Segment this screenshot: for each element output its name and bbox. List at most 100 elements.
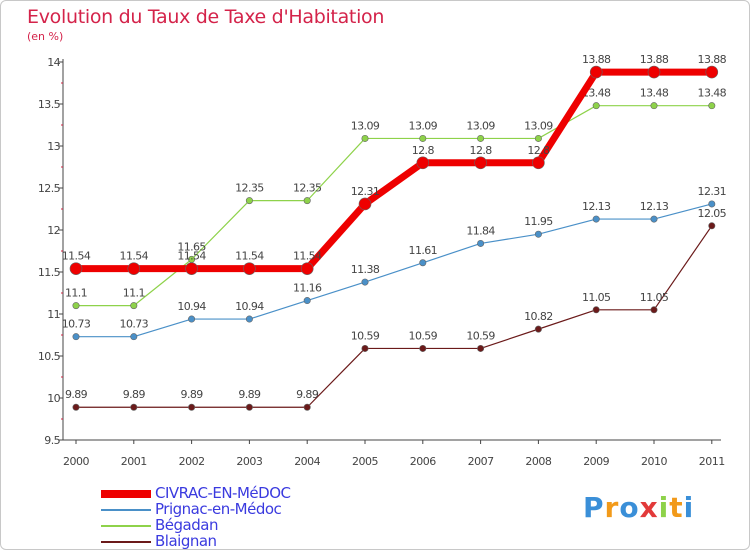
y-tick-label: 13 bbox=[47, 140, 60, 153]
data-label: 10.73 bbox=[120, 318, 149, 331]
legend-label: Blaignan bbox=[155, 532, 217, 550]
data-label: 13.88 bbox=[698, 53, 727, 66]
x-tick-label: 2000 bbox=[63, 455, 89, 468]
x-tick-label: 2008 bbox=[525, 455, 551, 468]
x-tick-label: 2002 bbox=[179, 455, 205, 468]
data-point bbox=[245, 315, 253, 323]
y-tick-label: 14 bbox=[47, 56, 60, 69]
data-point bbox=[130, 403, 138, 411]
data-point bbox=[69, 262, 83, 275]
data-label: 11.16 bbox=[293, 282, 322, 295]
data-point bbox=[72, 333, 80, 341]
data-point bbox=[416, 156, 430, 170]
data-label: 10.59 bbox=[409, 329, 438, 342]
data-label: 11.1 bbox=[65, 287, 87, 300]
data-label: 11.61 bbox=[409, 244, 438, 257]
data-point bbox=[130, 333, 138, 341]
y-tick-label: 9.5 bbox=[44, 434, 60, 447]
data-point bbox=[705, 65, 719, 79]
data-label: 12.8 bbox=[527, 144, 550, 157]
data-label: 11.65 bbox=[177, 240, 206, 253]
y-tick-label: 13.5 bbox=[38, 98, 61, 111]
data-label: 11.54 bbox=[120, 250, 149, 263]
data-point bbox=[534, 134, 542, 142]
data-point bbox=[419, 344, 427, 352]
data-label: 11.54 bbox=[62, 250, 91, 263]
data-point bbox=[303, 297, 311, 305]
series-line-3 bbox=[72, 68, 716, 273]
logo-letter: r bbox=[604, 491, 620, 524]
y-tick-label: 12 bbox=[47, 224, 60, 237]
data-point bbox=[650, 306, 658, 314]
data-label: 10.94 bbox=[235, 300, 264, 313]
data-point bbox=[303, 197, 311, 205]
y-tick-label: 10 bbox=[47, 392, 60, 405]
x-tick-label: 2005 bbox=[352, 455, 378, 468]
logo-letter: i bbox=[658, 491, 670, 524]
data-label: 12.35 bbox=[293, 182, 322, 195]
series-line-1 bbox=[75, 203, 713, 338]
y-tick-label: 11.5 bbox=[38, 266, 61, 279]
data-label: 13.09 bbox=[351, 119, 380, 132]
data-point bbox=[361, 278, 369, 286]
data-point bbox=[185, 262, 198, 275]
data-label: 9.89 bbox=[238, 388, 261, 401]
logo-letter: x bbox=[639, 491, 659, 524]
data-point bbox=[130, 302, 138, 310]
data-label: 11.54 bbox=[235, 250, 264, 263]
data-point bbox=[72, 302, 80, 310]
data-label: 12.13 bbox=[640, 200, 669, 213]
chart-title: Evolution du Taux de Taxe d'Habitation bbox=[27, 6, 385, 28]
data-label: 12.31 bbox=[698, 185, 727, 198]
legend-label: Prignac-en-Médoc bbox=[155, 500, 282, 518]
data-label: 13.88 bbox=[582, 53, 611, 66]
data-point bbox=[534, 230, 542, 238]
data-point bbox=[361, 134, 369, 142]
data-point bbox=[419, 259, 427, 267]
logo-letter: P bbox=[583, 491, 605, 524]
data-label: 10.94 bbox=[177, 300, 206, 313]
data-point bbox=[477, 239, 485, 247]
series-line-2 bbox=[75, 105, 713, 307]
data-label: 13.09 bbox=[409, 119, 438, 132]
legend-swatch bbox=[101, 490, 151, 498]
x-tick-label: 2003 bbox=[236, 455, 262, 468]
data-label: 10.59 bbox=[351, 329, 380, 342]
data-label: 12.31 bbox=[351, 185, 380, 198]
legend-label: Bégadan bbox=[155, 516, 218, 534]
data-point bbox=[419, 134, 427, 142]
data-point bbox=[650, 215, 658, 223]
data-point bbox=[708, 222, 716, 230]
logo-letter: t bbox=[669, 491, 684, 524]
y-tick-label: 12.5 bbox=[38, 182, 61, 195]
legend-swatch bbox=[101, 541, 151, 543]
x-tick-label: 2009 bbox=[583, 455, 609, 468]
data-label: 9.89 bbox=[181, 388, 204, 401]
legend-label: CIVRAC-EN-MéDOC bbox=[155, 484, 291, 502]
data-label: 11.05 bbox=[582, 291, 611, 304]
data-label: 11.1 bbox=[123, 287, 145, 300]
data-point bbox=[477, 344, 485, 352]
legend-swatch bbox=[101, 525, 151, 527]
data-label: 11.84 bbox=[466, 224, 495, 237]
x-tick-label: 2001 bbox=[121, 455, 147, 468]
data-label: 12.8 bbox=[470, 144, 493, 157]
data-point bbox=[72, 403, 80, 411]
data-label: 11.05 bbox=[640, 291, 669, 304]
proxiti-logo: Proxiti bbox=[583, 491, 694, 524]
data-point bbox=[647, 65, 661, 79]
logo-letter: i bbox=[683, 491, 695, 524]
data-point bbox=[532, 156, 545, 170]
data-point bbox=[303, 403, 311, 411]
data-label: 11.54 bbox=[293, 250, 322, 263]
data-point bbox=[243, 262, 256, 275]
data-label: 10.73 bbox=[62, 318, 91, 331]
data-point bbox=[589, 65, 603, 79]
data-label: 13.48 bbox=[582, 87, 611, 100]
data-label: 13.48 bbox=[698, 87, 727, 100]
legend-swatch bbox=[101, 509, 151, 511]
data-point bbox=[650, 102, 658, 110]
data-label: 13.48 bbox=[640, 87, 669, 100]
data-point bbox=[474, 156, 487, 170]
